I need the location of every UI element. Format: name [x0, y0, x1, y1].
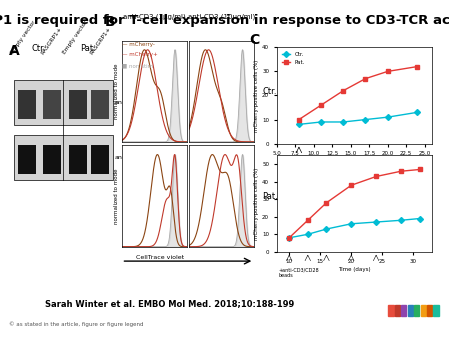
Text: B: B — [105, 15, 116, 29]
Y-axis label: mCherry-positive cells (%): mCherry-positive cells (%) — [254, 59, 259, 131]
FancyBboxPatch shape — [91, 145, 108, 174]
X-axis label: Time (days): Time (days) — [338, 159, 371, 164]
Y-axis label: normalized to mode: normalized to mode — [114, 64, 119, 119]
Text: +anti-CD3: +anti-CD3 — [278, 159, 307, 164]
Text: ■ non stim: ■ non stim — [122, 63, 153, 68]
Text: anti-RASGRP1: anti-RASGRP1 — [114, 100, 158, 105]
Text: Empty vector: Empty vector — [10, 20, 37, 55]
Text: Ctr.: Ctr. — [262, 87, 277, 96]
FancyBboxPatch shape — [14, 80, 112, 125]
Text: — mCherry+: — mCherry+ — [122, 52, 158, 57]
FancyBboxPatch shape — [18, 145, 36, 174]
Y-axis label: mCherry-positive cells (%): mCherry-positive cells (%) — [254, 168, 259, 240]
Bar — [401, 305, 406, 316]
Bar — [427, 305, 432, 316]
FancyBboxPatch shape — [14, 135, 112, 180]
FancyBboxPatch shape — [43, 90, 61, 119]
Text: CellTrace violet: CellTrace violet — [136, 255, 184, 260]
Bar — [433, 305, 439, 316]
Bar — [395, 305, 400, 316]
Text: Empty vector: Empty vector — [62, 20, 88, 55]
Bar — [408, 305, 413, 316]
Y-axis label: normalized to mode: normalized to mode — [114, 168, 119, 224]
FancyBboxPatch shape — [43, 145, 61, 174]
FancyBboxPatch shape — [91, 90, 108, 119]
FancyBboxPatch shape — [69, 90, 87, 119]
Text: Molecular Medicine: Molecular Medicine — [330, 326, 397, 332]
Text: A: A — [9, 44, 19, 58]
Text: +anti-CD3/CD28
beads: +anti-CD3/CD28 beads — [278, 267, 319, 278]
Text: Ctr.: Ctr. — [31, 44, 45, 53]
Text: anti-CD3 (1μg/ml): anti-CD3 (1μg/ml) — [123, 13, 185, 20]
FancyBboxPatch shape — [18, 90, 36, 119]
Text: anti-CD3 (10μg/ml): anti-CD3 (10μg/ml) — [188, 13, 255, 20]
Bar — [414, 305, 419, 316]
Text: EMBO: EMBO — [330, 318, 362, 328]
FancyBboxPatch shape — [69, 145, 87, 174]
Text: C: C — [249, 33, 259, 47]
Text: Pat.: Pat. — [262, 192, 278, 200]
Bar — [420, 305, 426, 316]
Text: RASGRP1 is required for T-cell expansion in response to CD3-TCR activation: RASGRP1 is required for T-cell expansion… — [0, 14, 450, 26]
Text: Pat.: Pat. — [80, 44, 95, 53]
Text: RASGRP1+: RASGRP1+ — [40, 26, 63, 55]
Text: Sarah Winter et al. EMBO Mol Med. 2018;10:188-199: Sarah Winter et al. EMBO Mol Med. 2018;1… — [45, 299, 294, 308]
Bar — [388, 305, 394, 316]
Legend: Ctr., Pat.: Ctr., Pat. — [279, 50, 307, 67]
Text: anti-ACTIN: anti-ACTIN — [114, 155, 148, 160]
X-axis label: Time (days): Time (days) — [338, 267, 371, 272]
Text: © as stated in the article, figure or figure legend: © as stated in the article, figure or fi… — [9, 321, 144, 327]
Text: RASGRP1+: RASGRP1+ — [89, 26, 112, 55]
Text: — mCherry-: — mCherry- — [122, 42, 155, 47]
